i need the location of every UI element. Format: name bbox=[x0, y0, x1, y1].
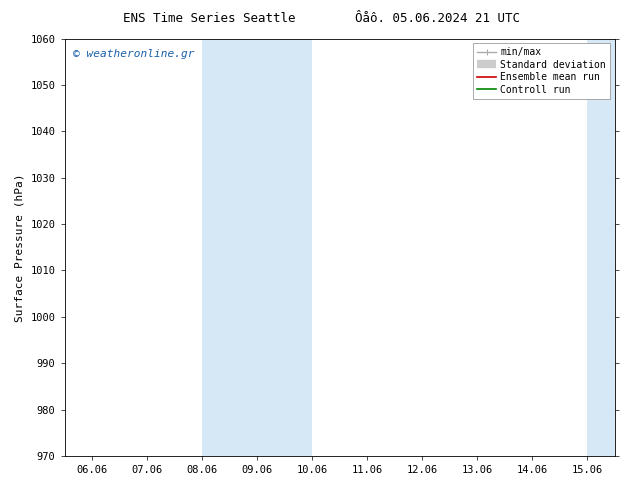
Bar bbox=[257, 39, 312, 456]
Text: © weatheronline.gr: © weatheronline.gr bbox=[73, 49, 195, 59]
Y-axis label: Surface Pressure (hPa): Surface Pressure (hPa) bbox=[15, 173, 25, 321]
Legend: min/max, Standard deviation, Ensemble mean run, Controll run: min/max, Standard deviation, Ensemble me… bbox=[473, 44, 610, 98]
Text: Ôåô. 05.06.2024 21 UTC: Ôåô. 05.06.2024 21 UTC bbox=[355, 12, 520, 25]
Text: ENS Time Series Seattle: ENS Time Series Seattle bbox=[123, 12, 295, 25]
Bar bbox=[587, 39, 615, 456]
Bar bbox=[202, 39, 257, 456]
